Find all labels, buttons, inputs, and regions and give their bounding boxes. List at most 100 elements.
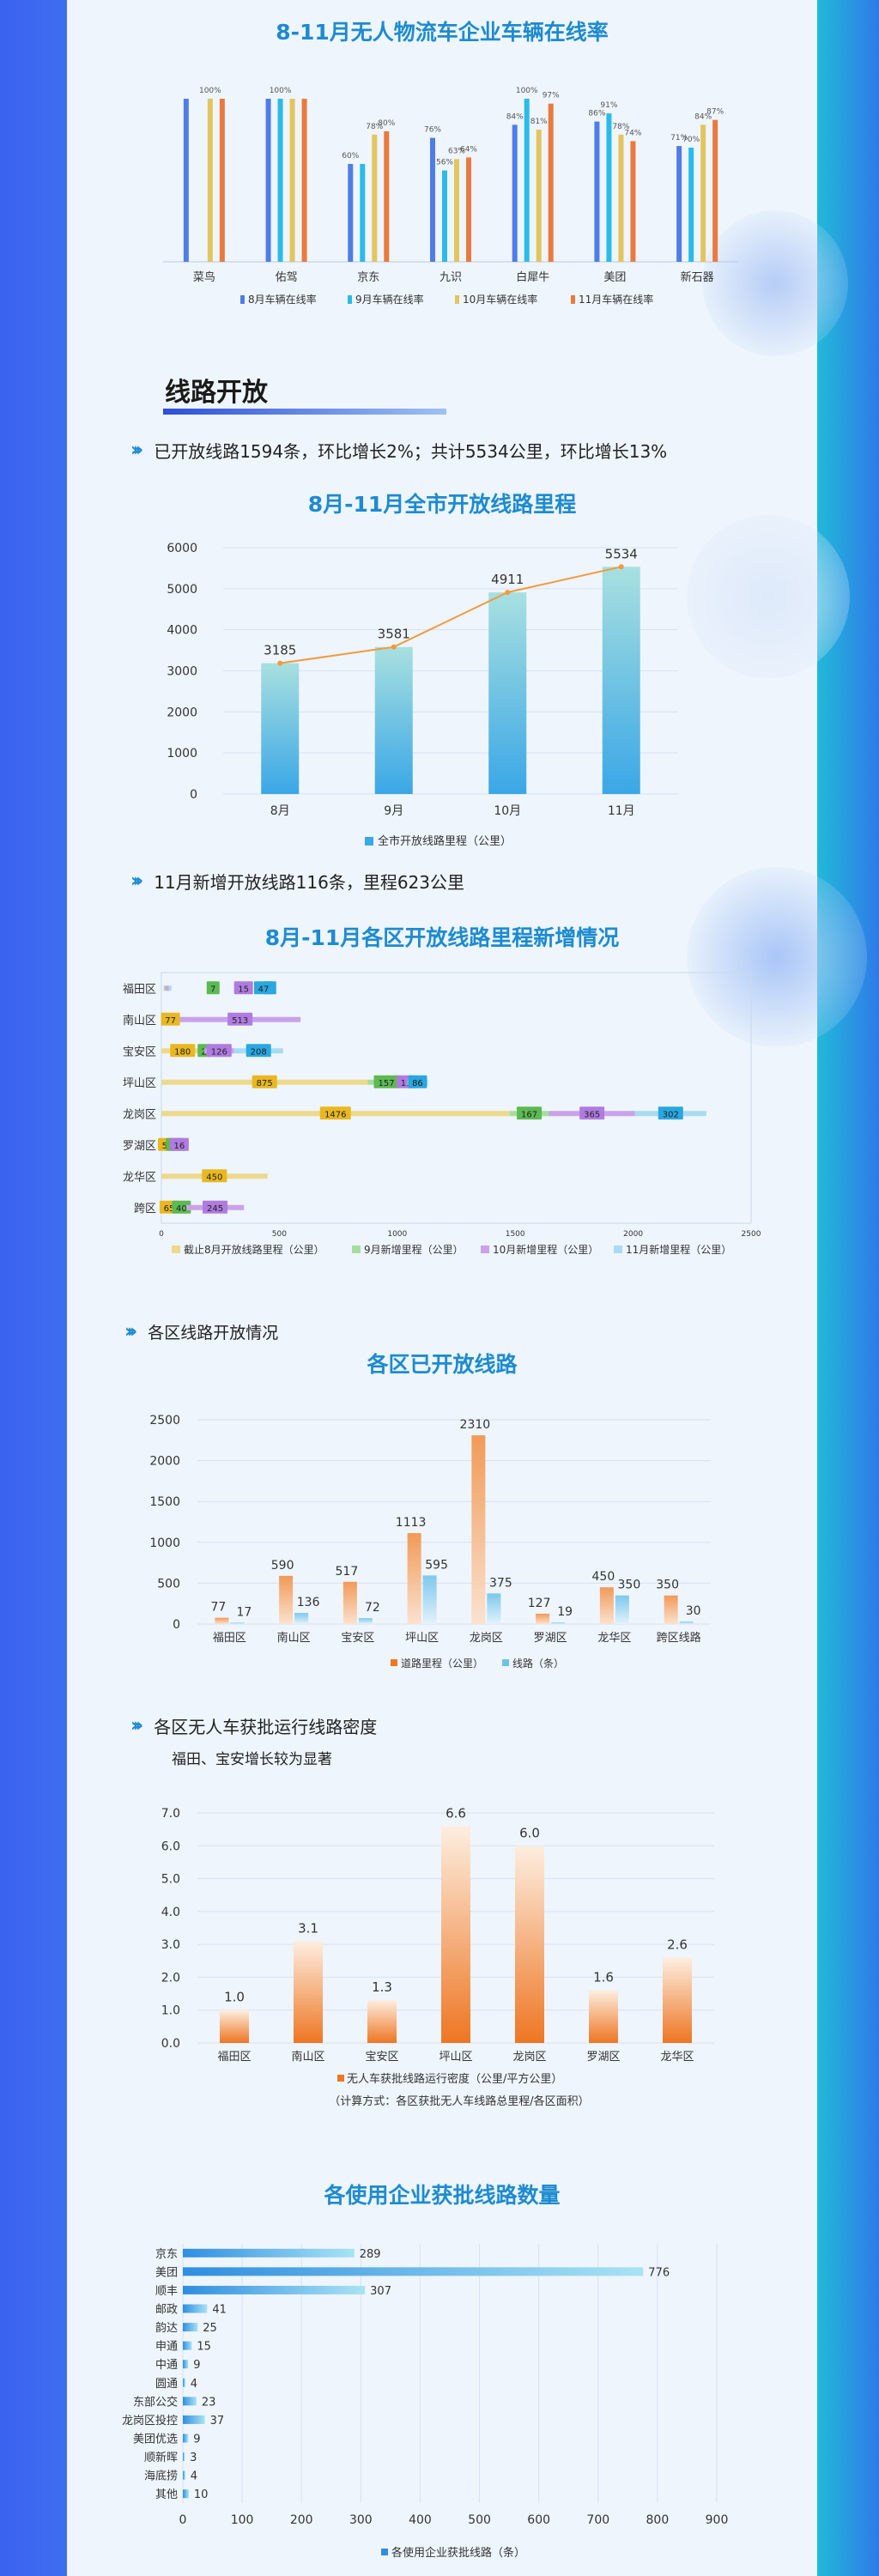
legend-swatch [172, 1246, 180, 1253]
trend-point [391, 644, 397, 650]
data-label: 77 [210, 1601, 226, 1615]
x-tick-label: 900 [706, 2513, 729, 2527]
y-tick-label: 龙岗区投控 [122, 2414, 178, 2428]
chevron-right-icon: ››› [130, 870, 143, 892]
x-tick-label: 九识 [440, 271, 462, 284]
y-tick-label: 美团 [155, 2266, 178, 2279]
bullet-text: 各区无人车获批运行线路密度 [154, 1717, 378, 1737]
y-tick-label: 500 [157, 1577, 180, 1591]
data-label: 2 [202, 1047, 207, 1057]
y-tick-label: 1.0 [161, 2004, 180, 2018]
chart-title-district-open: 各区已开放线路 [367, 1352, 518, 1377]
data-label-tag [658, 1106, 683, 1120]
bar [294, 1613, 309, 1624]
legend-swatch [502, 1659, 509, 1666]
bar [183, 2248, 355, 2258]
section-underline [163, 409, 446, 415]
x-tick-label: 美团 [603, 271, 626, 284]
data-label: 100% [199, 87, 221, 95]
data-label: 87% [706, 108, 724, 117]
bar [712, 119, 718, 262]
data-label: 86% [588, 110, 605, 118]
y-tick-label: 韵达 [155, 2322, 178, 2335]
data-label: 15 [238, 985, 249, 994]
x-tick-label: 500 [272, 1230, 287, 1239]
bullet-new-routes: ››› 11月新增开放线路116条，里程623公里 [130, 869, 464, 894]
bullet-text: 已开放线路1594条，环比增长2%；共计5534公里，环比增长13% [154, 441, 668, 462]
data-label: 78% [366, 123, 383, 131]
y-tick-label: 申通 [155, 2341, 178, 2354]
x-tick-label: 福田区 [213, 1632, 246, 1645]
x-tick-label: 白犀牛 [516, 270, 549, 284]
data-label: 208 [251, 1047, 267, 1057]
bar [183, 2470, 185, 2480]
y-tick-label: 7.0 [161, 1807, 180, 1821]
bar [183, 2341, 192, 2350]
data-label: 100% [516, 87, 538, 95]
legend-swatch [571, 295, 575, 304]
legend-swatch [455, 295, 459, 304]
x-tick-label: 新石器 [681, 270, 714, 284]
x-tick-label: 龙岗区 [512, 2051, 546, 2064]
data-label: 2310 [460, 1418, 491, 1432]
bar [183, 99, 189, 262]
y-tick-label: 0.0 [161, 2037, 180, 2051]
data-label: 11 [401, 1079, 412, 1088]
bullet-text: 11月新增开放线路116条，里程623公里 [154, 872, 464, 893]
bar [594, 121, 600, 262]
data-label: 17 [236, 1605, 252, 1619]
data-label: 289 [360, 2248, 381, 2261]
y-tick-label: 京东 [155, 2248, 178, 2261]
x-tick-label: 跨区线路 [657, 1631, 701, 1645]
data-label-tag [233, 981, 253, 995]
x-tick-label: 600 [527, 2513, 550, 2527]
data-label: 70% [682, 136, 700, 144]
bar [524, 99, 530, 262]
data-label-tag [172, 1200, 191, 1214]
data-label: 80% [378, 119, 395, 128]
legend-label: 9月车辆在线率 [355, 293, 424, 306]
y-tick-label: 顺丰 [155, 2285, 178, 2298]
data-label: 56% [436, 159, 453, 167]
y-tick-label: 6000 [167, 542, 197, 555]
data-label: 1.6 [593, 1970, 614, 1985]
bar [183, 2434, 189, 2443]
bar [441, 1826, 470, 2043]
bar [454, 159, 459, 262]
x-tick-label: 8月 [270, 804, 290, 818]
x-tick-label: 罗湖区 [534, 1632, 567, 1645]
data-label-tag [161, 1012, 180, 1026]
data-label: 86 [412, 1079, 423, 1088]
data-label: 65 [164, 1204, 175, 1214]
bar [548, 103, 554, 262]
y-tick-label: 龙岗区 [123, 1108, 156, 1121]
x-tick-label: 1500 [506, 1230, 525, 1239]
x-tick-label: 11月 [608, 804, 635, 818]
bar [536, 130, 542, 262]
bar [183, 2285, 366, 2294]
data-label: 84% [506, 112, 524, 121]
x-tick-label: 500 [468, 2513, 491, 2527]
legend-label: 截止8月开放线路里程（公里） [184, 1243, 324, 1256]
data-label-tag [517, 1106, 543, 1120]
trend-point [618, 564, 624, 570]
data-label: 365 [584, 1110, 600, 1119]
data-label: 3581 [378, 627, 410, 642]
legend-label: 道路里程（公里） [401, 1657, 483, 1670]
bar [348, 164, 354, 262]
bar [407, 1533, 421, 1624]
y-tick-label: 跨区 [134, 1203, 156, 1215]
bar [183, 2452, 185, 2462]
legend-swatch [391, 1659, 397, 1666]
bar [207, 99, 213, 262]
bar [602, 567, 640, 794]
bar [358, 1618, 373, 1624]
legend-label: 11月车辆在线率 [579, 293, 653, 306]
density-subnote: 福田、宝安增长较为显著 [172, 1751, 332, 1768]
legend-label: 8月车辆在线率 [248, 293, 317, 306]
legend-label: 10月新增里程（公里） [493, 1243, 598, 1256]
bar [277, 99, 283, 262]
data-label: 167 [521, 1110, 537, 1119]
bar [183, 2360, 189, 2369]
bar [183, 2415, 205, 2424]
